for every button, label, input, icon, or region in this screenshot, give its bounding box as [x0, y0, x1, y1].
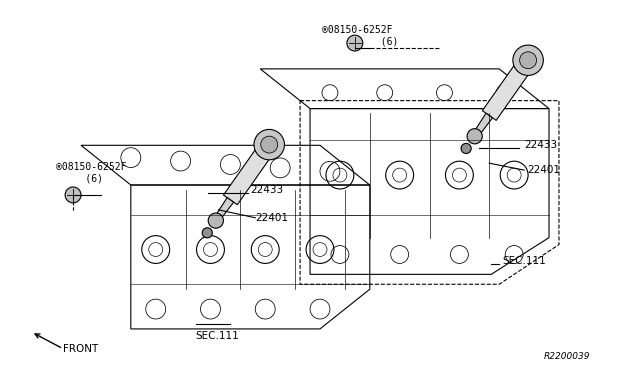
Text: ®08150-6252F
          (6): ®08150-6252F (6)	[322, 25, 398, 47]
Circle shape	[65, 187, 81, 203]
Text: FRONT: FRONT	[63, 344, 99, 354]
Circle shape	[461, 143, 471, 154]
Text: 22401: 22401	[255, 213, 288, 223]
Circle shape	[260, 136, 278, 153]
Polygon shape	[213, 198, 234, 222]
Circle shape	[520, 52, 536, 69]
Circle shape	[208, 213, 223, 228]
Text: 22401: 22401	[527, 165, 560, 175]
Circle shape	[254, 129, 284, 160]
Circle shape	[513, 45, 543, 76]
Text: 22433: 22433	[250, 185, 284, 195]
Polygon shape	[472, 113, 493, 138]
Text: ®08150-6252F
     (6): ®08150-6252F (6)	[56, 162, 127, 184]
Text: R2200039: R2200039	[544, 352, 591, 361]
Text: SEC.111: SEC.111	[196, 331, 239, 341]
Polygon shape	[223, 140, 276, 205]
Text: 22433: 22433	[524, 140, 557, 150]
Circle shape	[202, 228, 212, 238]
Circle shape	[467, 129, 483, 144]
Text: SEC.111: SEC.111	[502, 256, 546, 266]
Polygon shape	[483, 55, 535, 121]
Circle shape	[347, 35, 363, 51]
